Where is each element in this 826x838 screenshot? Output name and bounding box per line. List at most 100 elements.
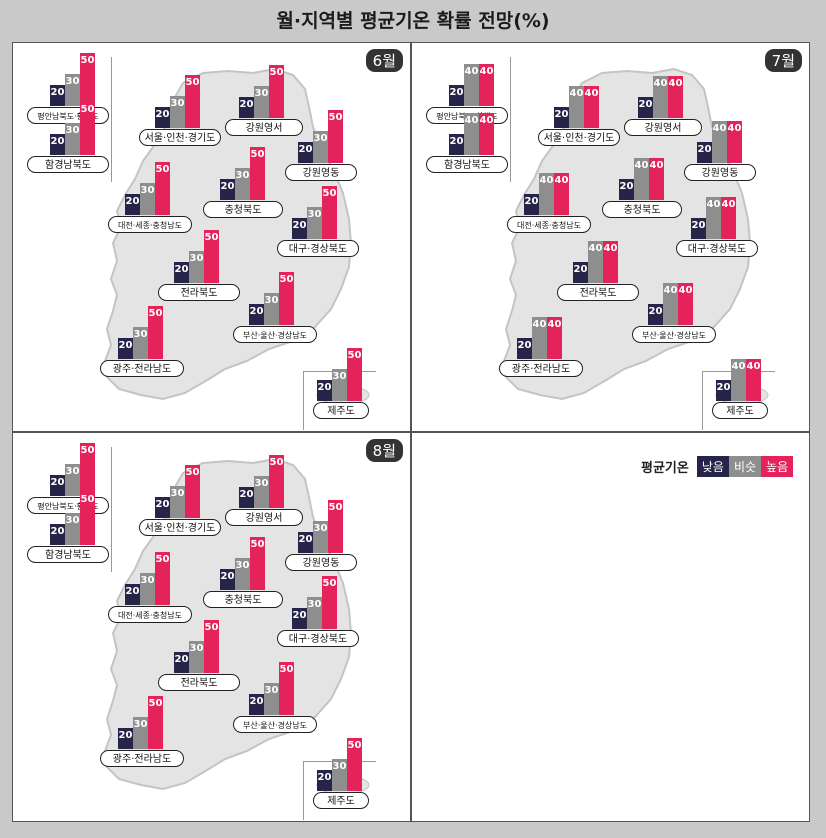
bar-high <box>649 158 664 200</box>
bar-value-label: 30 <box>307 209 322 220</box>
region-label: 부산·울산·경상남도 <box>632 326 716 343</box>
legend-item-high: 높음 <box>761 456 794 477</box>
region-label: 제주도 <box>712 402 768 419</box>
bar-value-label: 20 <box>317 772 332 783</box>
bar-high <box>204 620 219 673</box>
inset-frame <box>111 57 112 182</box>
bar-value-label: 30 <box>235 560 250 571</box>
bar-similar <box>569 86 584 128</box>
region-label: 강원영동 <box>285 554 357 571</box>
bar-value-label: 20 <box>50 526 65 537</box>
region-label: 광주·전라남도 <box>100 750 184 767</box>
bar-similar <box>264 683 279 715</box>
region-label: 강원영동 <box>684 164 756 181</box>
bar-high <box>269 455 284 508</box>
bar-value-label: 30 <box>140 185 155 196</box>
bar-value-label: 20 <box>292 610 307 621</box>
panel-legend <box>411 432 810 822</box>
region-label: 광주·전라남도 <box>499 360 583 377</box>
bar-low <box>573 262 588 283</box>
bar-low <box>449 85 464 106</box>
bar-value-label: 20 <box>648 306 663 317</box>
bar-value-label: 30 <box>264 685 279 696</box>
bar-value-label: 40 <box>731 361 746 372</box>
bar-similar <box>464 64 479 106</box>
bar-low <box>517 338 532 359</box>
bar-low <box>118 728 133 749</box>
bar-value-label: 40 <box>653 78 668 89</box>
bar-high <box>727 121 742 163</box>
bar-similar <box>539 173 554 215</box>
bar-similar <box>133 717 148 749</box>
bar-low <box>125 194 140 215</box>
bar-similar <box>532 317 547 359</box>
month-label: 6월 <box>365 49 403 72</box>
bar-value-label: 40 <box>634 160 649 171</box>
bar-low <box>524 194 539 215</box>
bar-value-label: 20 <box>50 477 65 488</box>
legend-title: 평균기온 <box>641 461 689 476</box>
bar-value-label: 20 <box>125 586 140 597</box>
bar-low <box>619 179 634 200</box>
bar-value-label: 30 <box>170 98 185 109</box>
bar-similar <box>133 327 148 359</box>
bar-value-label: 30 <box>65 76 80 87</box>
bar-value-label: 50 <box>328 112 343 123</box>
bar-high <box>269 65 284 118</box>
bar-value-label: 50 <box>328 502 343 513</box>
bar-value-label: 40 <box>464 115 479 126</box>
bar-high <box>80 443 95 496</box>
bar-high <box>80 492 95 545</box>
bar-similar <box>307 597 322 629</box>
bar-value-label: 20 <box>155 109 170 120</box>
bar-high <box>347 738 362 791</box>
region-label: 전라북도 <box>158 284 240 301</box>
bar-low <box>239 97 254 118</box>
bar-similar <box>65 464 80 496</box>
bar-low <box>691 218 706 239</box>
bar-value-label: 20 <box>691 220 706 231</box>
bar-value-label: 50 <box>250 149 265 160</box>
bar-value-label: 50 <box>279 664 294 675</box>
bar-similar <box>634 158 649 200</box>
bar-low <box>292 218 307 239</box>
bar-similar <box>65 123 80 155</box>
bar-similar <box>140 573 155 605</box>
bar-value-label: 40 <box>678 285 693 296</box>
bar-value-label: 40 <box>539 175 554 186</box>
region-label: 제주도 <box>313 402 369 419</box>
bar-similar <box>235 558 250 590</box>
bar-value-label: 20 <box>174 264 189 275</box>
bar-value-label: 50 <box>204 232 219 243</box>
bar-value-label: 40 <box>547 319 562 330</box>
bar-similar <box>731 359 746 401</box>
bar-value-label: 20 <box>220 571 235 582</box>
region-label: 충청북도 <box>203 201 283 218</box>
bar-high <box>204 230 219 283</box>
bar-high <box>148 696 163 749</box>
bar-value-label: 30 <box>65 515 80 526</box>
bar-value-label: 40 <box>649 160 664 171</box>
bar-high <box>603 241 618 283</box>
bar-value-label: 50 <box>155 164 170 175</box>
region-label: 강원영서 <box>225 119 303 136</box>
bar-low <box>449 134 464 155</box>
bar-value-label: 30 <box>313 523 328 534</box>
bar-low <box>317 770 332 791</box>
region-label: 대구·경상북도 <box>277 630 359 647</box>
bar-high <box>279 662 294 715</box>
bar-value-label: 20 <box>220 181 235 192</box>
bar-similar <box>170 96 185 128</box>
bar-value-label: 20 <box>298 534 313 545</box>
bar-value-label: 50 <box>185 467 200 478</box>
bar-value-label: 30 <box>332 761 347 772</box>
bar-similar <box>588 241 603 283</box>
bar-low <box>125 584 140 605</box>
bar-value-label: 50 <box>250 539 265 550</box>
bar-high <box>746 359 761 401</box>
bar-low <box>317 380 332 401</box>
bar-low <box>298 142 313 163</box>
bar-value-label: 40 <box>706 199 721 210</box>
legend-item-similar: 비슷 <box>728 456 762 477</box>
bar-value-label: 40 <box>663 285 678 296</box>
